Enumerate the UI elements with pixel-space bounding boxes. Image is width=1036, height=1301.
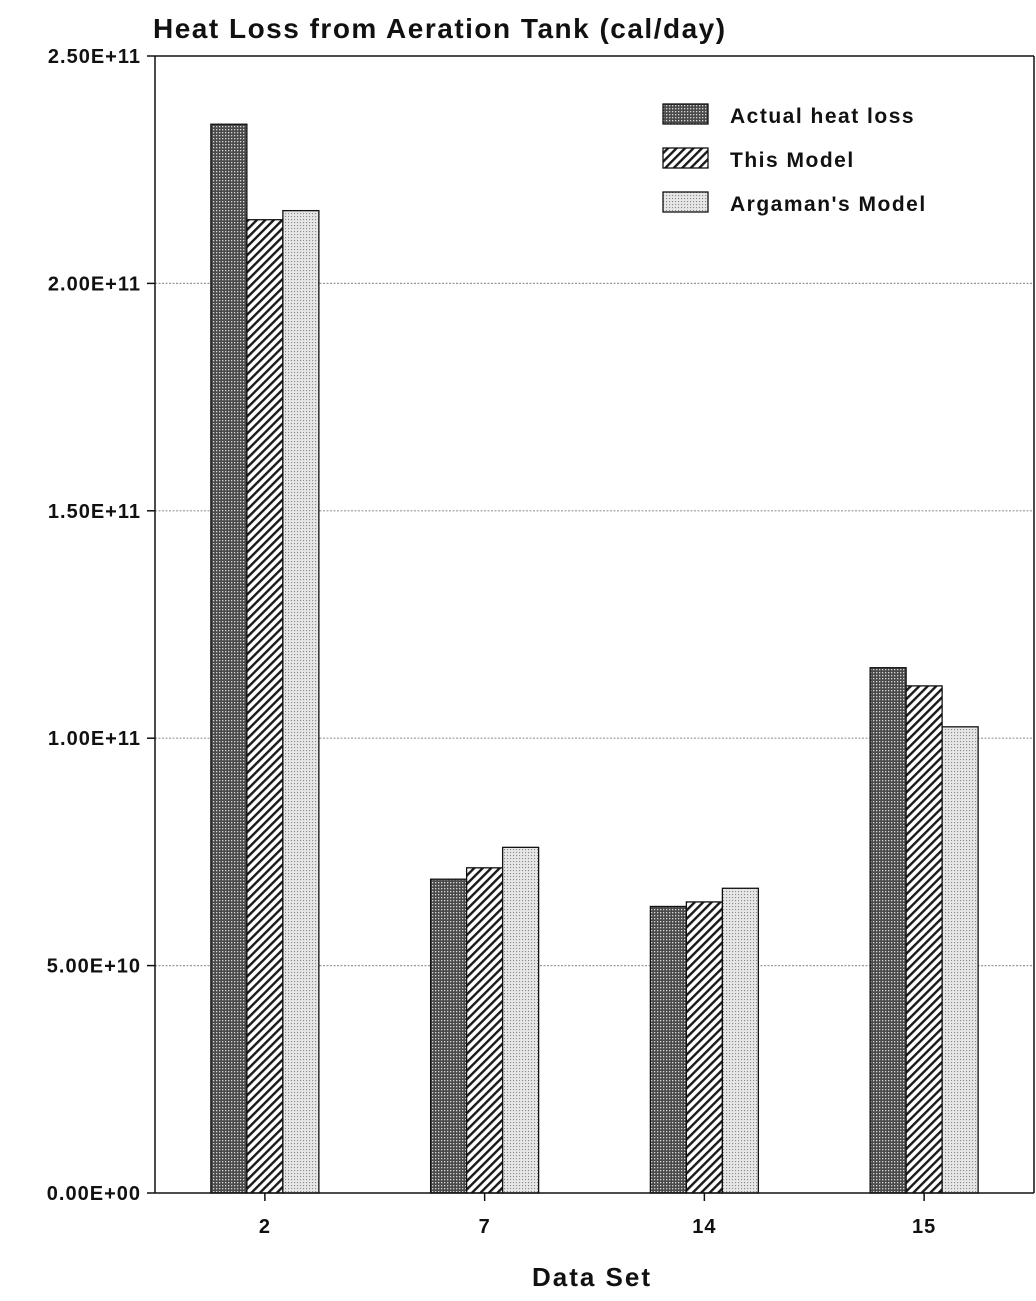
legend-swatch [662, 103, 709, 125]
bar [465, 867, 504, 1194]
legend-swatch [662, 191, 709, 213]
bar [429, 878, 468, 1194]
bar [649, 905, 688, 1194]
y-tick-label: 1.00E+11 [48, 728, 141, 750]
y-tick-label: 2.50E+11 [48, 46, 141, 68]
bar [941, 726, 979, 1194]
x-tick-label: 15 [912, 1216, 936, 1238]
legend-label: Argaman's Model [730, 193, 927, 216]
y-tick-label: 5.00E+10 [47, 956, 141, 978]
bar [501, 846, 540, 1194]
x-tick-label: 7 [479, 1216, 491, 1238]
bar [246, 219, 284, 1194]
y-tick-label: 0.00E+00 [47, 1183, 141, 1205]
legend: Actual heat loss This Model Argaman's Mode… [662, 103, 927, 216]
bar [282, 209, 320, 1194]
bar [905, 685, 943, 1194]
legend-label: Actual heat loss [730, 105, 915, 128]
x-tick-label: 14 [692, 1216, 716, 1238]
bar [869, 667, 907, 1194]
x-axis-label: Data Set [532, 1262, 652, 1292]
bars [210, 123, 979, 1194]
legend-label: This Model [730, 149, 855, 172]
x-axis-ticks: 2 7 14 15 [259, 1193, 936, 1238]
y-tick-label: 2.00E+11 [48, 273, 141, 295]
y-tick-label: 1.50E+11 [48, 501, 141, 523]
y-axis-ticks: 0.00E+00 5.00E+10 1.00E+11 1.50E+11 2.00E+11… [47, 46, 155, 1205]
bar [721, 887, 760, 1194]
bar [210, 123, 248, 1194]
bar [685, 901, 724, 1194]
legend-swatch [662, 147, 709, 169]
chart-title: Heat Loss from Aeration Tank (cal/day) [153, 13, 727, 44]
x-tick-label: 2 [259, 1216, 271, 1238]
